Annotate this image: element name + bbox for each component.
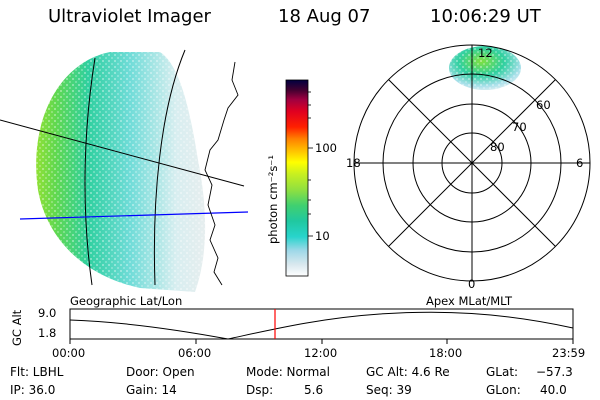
mlt-label-0: 0 xyxy=(468,277,476,291)
strip-xtick-1800: 18:00 xyxy=(429,346,463,360)
strip-left-label: Geographic Lat/Lon xyxy=(70,294,183,308)
polar-plot xyxy=(353,44,591,282)
strip-xtick-1200: 12:00 xyxy=(304,346,338,360)
globe-grid xyxy=(0,49,245,286)
lat-label-70: 70 xyxy=(512,120,527,134)
glat-label: GLat: xyxy=(486,365,519,379)
coastline xyxy=(204,61,239,286)
strip-xtick-0000: 00:00 xyxy=(52,346,86,360)
colorbar-ticks xyxy=(308,91,313,237)
filter-status: Flt: LBHL xyxy=(10,365,64,379)
date-label: 18 Aug 07 xyxy=(278,6,371,27)
glat-value: −57.3 xyxy=(536,365,573,379)
glon-label: GLon: xyxy=(486,383,521,397)
mlt-label-6: 6 xyxy=(576,156,584,170)
mode-status: Mode: Normal xyxy=(246,365,330,379)
colorbar-tick-10: 10 xyxy=(315,229,330,243)
strip-right-label: Apex MLat/MLT xyxy=(426,294,513,308)
globe-equator-line xyxy=(19,211,249,220)
dsp-value: 5.6 xyxy=(304,383,324,397)
dsp-label: Dsp: xyxy=(246,383,274,397)
gain-status: Gain: 14 xyxy=(126,383,177,397)
colorbar-tick-100: 100 xyxy=(315,141,337,155)
instrument-title: Ultraviolet Imager xyxy=(48,6,211,27)
colorbar-unit-label: photon cm⁻²s⁻¹ xyxy=(266,155,280,244)
strip-xtick-2359: 23:59 xyxy=(552,346,586,360)
mlt-label-18: 18 xyxy=(346,156,361,170)
colorbar-scale xyxy=(285,79,309,277)
strip-xtick-0600: 06:00 xyxy=(178,346,212,360)
lat-label-60: 60 xyxy=(536,98,551,112)
door-status: Door: Open xyxy=(126,365,195,379)
lat-label-80: 80 xyxy=(490,140,505,154)
strip-ymin: 1.8 xyxy=(38,326,57,340)
time-label: 10:06:29 UT xyxy=(430,6,541,27)
ip-status: IP: 36.0 xyxy=(10,383,56,397)
gcalt-status: GC Alt: 4.6 Re xyxy=(366,365,450,379)
mlt-label-12: 12 xyxy=(478,46,493,60)
seq-status: Seq: 39 xyxy=(366,383,412,397)
globe-image xyxy=(36,52,206,292)
strip-ymax: 9.0 xyxy=(38,306,57,320)
altitude-strip xyxy=(69,308,574,344)
glon-value: 40.0 xyxy=(540,383,567,397)
strip-ylabel: GC Alt xyxy=(10,309,24,346)
